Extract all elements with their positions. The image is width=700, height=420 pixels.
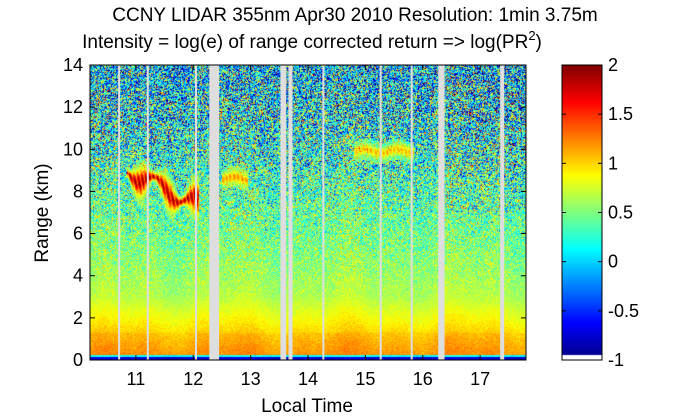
y-tick-label: 8 — [73, 181, 83, 201]
y-tick-label: 2 — [73, 308, 83, 328]
chart-title: CCNY LIDAR 355nm Apr30 2010 Resolution: … — [112, 5, 597, 26]
data-gap — [288, 65, 293, 360]
colorbar-area — [562, 65, 602, 360]
lidar-heatmap — [90, 65, 526, 360]
chart-subtitle-superscript: 2 — [528, 28, 535, 43]
y-axis: 0 2 4 6 8 10 12 14 — [63, 55, 526, 370]
x-axis-label: Local Time — [261, 396, 353, 417]
x-tick-label: 17 — [470, 369, 490, 389]
data-gap — [322, 65, 325, 360]
colorbar-axis: -1 -0.5 0 0.5 1 1.5 2 — [562, 55, 639, 370]
x-tick-label: 12 — [183, 369, 203, 389]
x-tick-label: 14 — [298, 369, 318, 389]
colorbar-tick-label: -0.5 — [608, 301, 639, 321]
x-tick-label: 11 — [127, 369, 146, 389]
colorbar-tick-label: 2 — [608, 55, 618, 75]
y-tick-label: 4 — [73, 266, 83, 286]
colorbar-tick-label: 1 — [608, 153, 618, 173]
data-gap — [118, 65, 121, 360]
y-tick-label: 0 — [73, 350, 83, 370]
y-axis-label: Range (km) — [32, 163, 53, 262]
colorbar-tick-label: 0 — [608, 252, 618, 272]
colorbar-tick-label: -1 — [608, 350, 624, 370]
data-gap — [146, 65, 149, 360]
x-axis: 11 12 13 14 15 16 17 — [127, 65, 490, 389]
data-gaps — [118, 65, 505, 360]
data-gap — [410, 65, 413, 360]
y-tick-label: 6 — [73, 224, 83, 244]
x-tick-label: 16 — [413, 369, 433, 389]
colorbar-tick-label: 1.5 — [608, 104, 633, 124]
x-tick-label: 15 — [355, 369, 375, 389]
y-tick-label: 12 — [63, 97, 83, 117]
chart-subtitle-suffix: ) — [536, 32, 542, 53]
data-gap — [194, 65, 197, 360]
data-gap — [500, 65, 505, 360]
chart-subtitle-prefix: Intensity = log(e) of range corrected re… — [82, 32, 528, 53]
x-tick-label: 13 — [241, 369, 261, 389]
data-gap — [438, 65, 445, 360]
data-gap — [209, 65, 220, 360]
y-tick-label: 14 — [63, 55, 83, 75]
chart-subtitle: Intensity = log(e) of range corrected re… — [82, 28, 542, 53]
data-gap — [280, 65, 287, 360]
colorbar — [562, 65, 602, 360]
y-tick-label: 10 — [63, 139, 83, 159]
data-gap — [379, 65, 382, 360]
plot-area — [90, 65, 526, 360]
colorbar-tick-label: 0.5 — [608, 203, 633, 223]
